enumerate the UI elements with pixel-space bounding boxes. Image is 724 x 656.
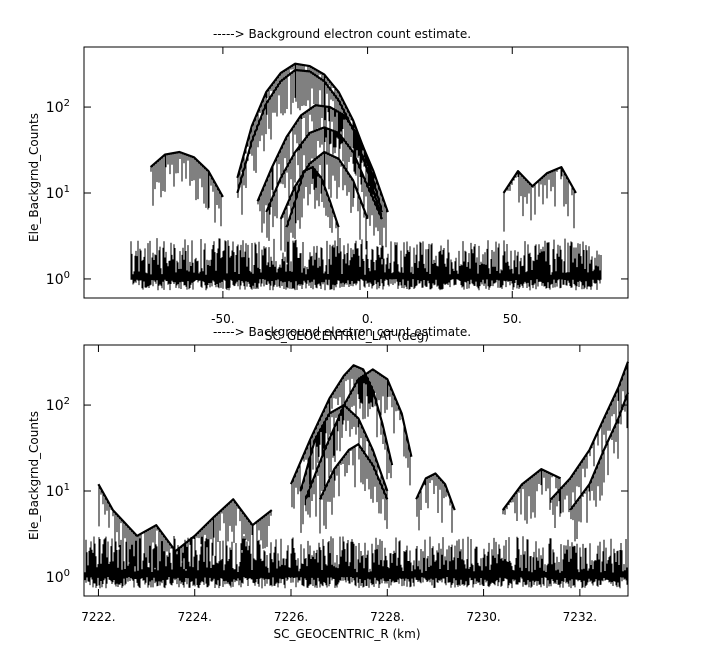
y-tick-label: 101	[46, 482, 70, 500]
y-axis-label: Ele_Backgrnd_Counts	[27, 411, 41, 540]
plot-frame	[83, 46, 629, 299]
panel-radius: -----> Background electron count estimat…	[27, 325, 630, 641]
y-tick-label: 100	[46, 270, 70, 288]
plot-frame	[83, 344, 629, 597]
series-samples	[319, 445, 388, 534]
series-line	[97, 483, 273, 553]
x-axis-label: SC_GEOCENTRIC_LAT (deg)	[265, 329, 429, 343]
series-line	[285, 166, 340, 228]
y-tick-label: 100	[46, 568, 70, 586]
series-line	[550, 361, 630, 501]
noise-floor-band	[84, 536, 628, 589]
x-tick-label: 7224.	[178, 610, 212, 624]
series-line	[265, 126, 384, 220]
series-samples	[150, 152, 222, 227]
series-line	[304, 368, 413, 500]
series-samples	[286, 167, 339, 263]
noise-floor-band	[130, 238, 602, 291]
series-samples	[503, 167, 575, 232]
x-tick-label: 0.	[362, 312, 373, 326]
y-axis-label: Ele_Backgrnd_Counts	[27, 113, 41, 242]
x-tick-label: 7228.	[370, 610, 404, 624]
series-samples	[305, 369, 411, 518]
x-tick-label: 7222.	[81, 610, 115, 624]
x-tick-label: 50.	[503, 312, 522, 326]
series-samples	[502, 469, 561, 524]
series-samples	[550, 364, 628, 528]
x-tick-label: 7232.	[563, 610, 597, 624]
x-tick-label: 7230.	[466, 610, 500, 624]
series-line	[236, 68, 384, 220]
series-samples	[570, 395, 628, 542]
y-tick-label: 101	[46, 184, 70, 202]
x-tick-label: 7226.	[274, 610, 308, 624]
series-line	[256, 104, 389, 213]
series-samples	[416, 474, 455, 533]
y-tick-label: 102	[46, 396, 70, 414]
x-axis-label: SC_GEOCENTRIC_R (km)	[274, 627, 421, 641]
series-line	[236, 62, 384, 213]
series-samples	[257, 105, 387, 248]
chart-title: -----> Background electron count estimat…	[213, 325, 471, 339]
y-tick-label: 102	[46, 98, 70, 116]
series-samples	[266, 127, 383, 260]
series-samples	[98, 485, 272, 580]
series-line	[501, 468, 562, 511]
x-tick-label: -50.	[211, 312, 234, 326]
chart-title: -----> Background electron count estimat…	[213, 27, 471, 41]
panel-latitude: -----> Background electron count estimat…	[27, 27, 629, 343]
series-line	[415, 472, 456, 511]
